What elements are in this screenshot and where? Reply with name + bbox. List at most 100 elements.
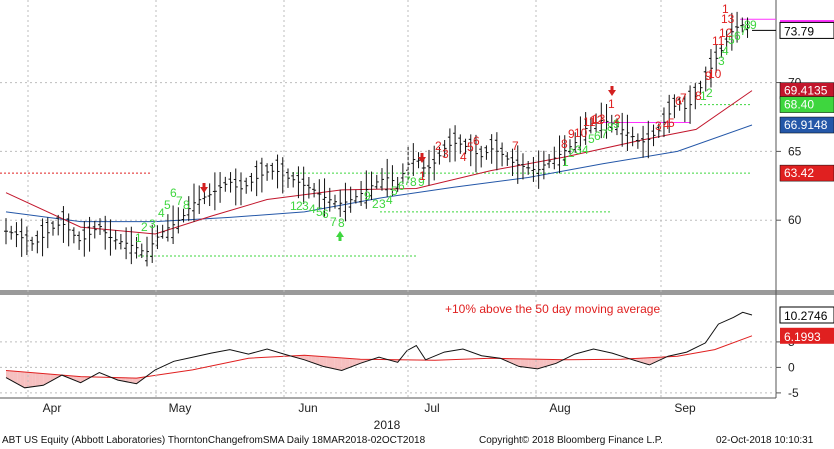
red-sequence-count: 8 [561,137,568,151]
price-bar [212,172,217,211]
green-sequence-count: 1 [290,199,297,213]
red-sequence-count: 11 [583,115,596,129]
green-sequence-count: 9 [613,117,620,131]
price-bar [505,152,510,166]
price-bar [437,146,442,165]
price-bar [275,154,280,189]
price-bar [176,207,181,234]
green-sequence-count: 5 [728,33,735,47]
green-sequence-count: 4 [722,44,729,58]
green-sequence-count: 1 [700,89,707,103]
green-sequence-count: 5 [316,205,323,219]
price-bar [531,156,536,182]
price-bar [682,94,687,123]
price-bar [724,30,729,54]
red-sequence-count: 13 [592,112,606,126]
red-sequence-count: 3 [655,119,662,133]
green-sequence-count: 8 [607,120,614,134]
red-sequence-count: 4 [663,118,670,132]
price-bar [265,163,270,181]
green-sequence-count: 6 [398,179,405,193]
svg-text:73.79: 73.79 [784,24,814,38]
price-bar [614,118,619,136]
price-bar [30,236,35,251]
svg-text:68.40: 68.40 [784,98,814,112]
price-level-badge: 63.42 [779,164,834,182]
price-bar [672,94,677,119]
price-bar [693,83,698,110]
green-sequence-count: 3 [302,199,309,213]
x-tick-label: Jul [424,401,439,415]
red-sequence-count: 4 [460,150,467,164]
price-bar [688,85,693,124]
green-sequence-count: 2 [706,86,713,100]
price-bar [97,218,102,235]
price-bar [635,133,640,149]
footer-copyright: Copyright© 2018 Bloomberg Finance L.P. [479,435,663,446]
red-sequence-count: 11 [712,34,725,48]
green-sequence-count: 1 [135,231,142,245]
price-bar [218,172,223,203]
green-sequence-count: 4 [158,206,165,220]
green-sequence-count: 2 [568,146,575,160]
red-sequence-count: 12 [590,113,604,127]
footer-timestamp: 02-Oct-2018 10:10:31 [716,435,814,446]
price-bar [191,183,196,222]
price-bar [620,112,625,147]
x-tick-label: Jun [298,401,317,415]
green-sequence-count: 4 [582,143,589,157]
svg-text:69.4135: 69.4135 [784,84,828,98]
green-sequence-count: 7 [176,194,183,208]
price-bar [369,171,374,201]
green-sequence-count: 4 [309,202,316,216]
panel-separator [0,290,834,295]
red-sequence-count: 1 [722,2,729,16]
price-bar [374,174,379,189]
green-sequence-count: 7 [740,24,747,38]
price-bar [463,138,468,155]
red-sequence-count: 2 [435,139,442,153]
svg-text:63.42: 63.42 [784,166,814,180]
price-bar [719,43,724,58]
price-bar [322,178,327,217]
red-sequence-count: 7 [512,139,519,153]
green-sequence-count: 9 [750,18,757,32]
red-sequence-count: 9 [705,69,712,83]
price-bar [82,221,87,257]
x-tick-label: Apr [43,401,62,415]
price-bar [249,172,254,192]
svg-text:10.2746: 10.2746 [784,309,828,323]
green-sequence-count: 9 [418,175,425,189]
price-bar [458,134,463,154]
green-sequence-count: 8 [338,216,345,230]
indicator-level-badge: 10.2746 [779,306,834,324]
price-bar [124,227,129,260]
red-sequence-count: 1 [419,169,426,183]
green-sequence-count: 9 [364,189,371,203]
red-sequence-count: 6 [473,134,480,148]
price-bar [364,170,369,209]
green-sequence-count: 5 [164,198,171,212]
green-sequence-count: 2 [296,199,303,213]
green-sequence-count: 5 [588,132,595,146]
buy-arrow-icon [336,231,344,241]
price-bar [651,124,656,147]
red-sequence-count: 1 [608,97,615,111]
price-bar [233,168,238,206]
price-bar [698,80,703,95]
price-bar [735,11,740,43]
price-bar [71,227,76,244]
price-tick-label: 60 [788,213,802,227]
price-bar [327,187,332,212]
green-sequence-count: 7 [601,127,608,141]
price-bar [197,185,202,214]
price-level-badge: 68.40 [779,96,834,113]
sma-long-line [5,124,753,223]
red-sequence-count: 13 [721,12,735,26]
green-sequence-count: 3 [718,54,725,68]
green-sequence-count: 5 [391,184,398,198]
price-bar [87,216,92,252]
price-bar [348,186,353,213]
price-bar [588,117,593,134]
